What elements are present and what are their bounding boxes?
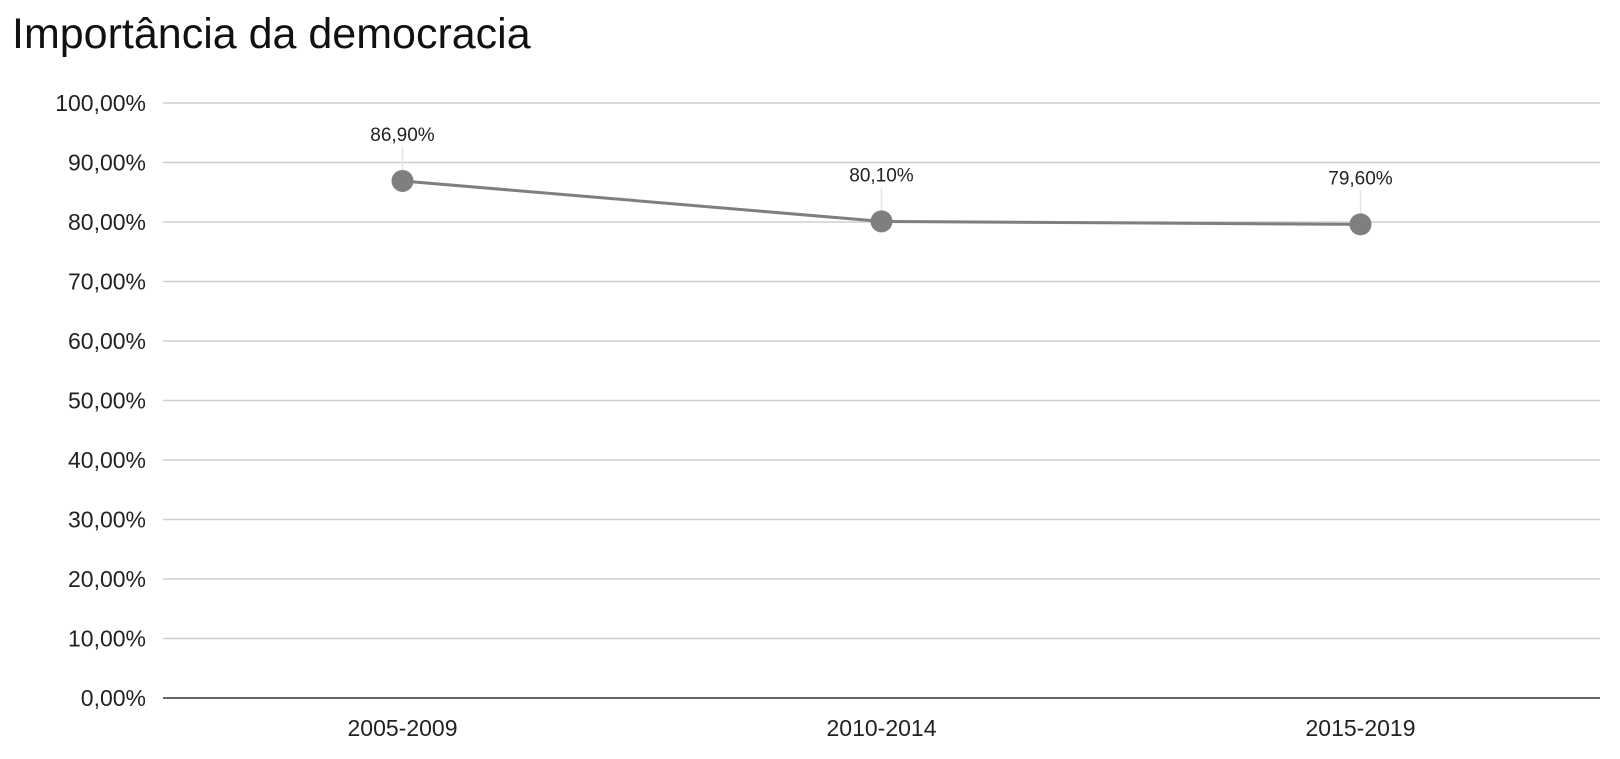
data-label: 79,60% — [1328, 168, 1393, 189]
y-tick-label: 50,00% — [68, 388, 146, 414]
y-tick-label: 90,00% — [68, 150, 146, 176]
x-tick-label: 2005-2009 — [348, 715, 458, 741]
data-label: 80,10% — [849, 165, 914, 186]
y-tick-label: 30,00% — [68, 507, 146, 533]
chart-title: Importância da democracia — [12, 10, 531, 58]
y-tick-label: 80,00% — [68, 209, 146, 235]
y-tick-label: 40,00% — [68, 447, 146, 473]
y-tick-label: 70,00% — [68, 269, 146, 295]
x-tick-label: 2015-2019 — [1306, 715, 1416, 741]
y-tick-label: 20,00% — [68, 566, 146, 592]
data-label: 86,90% — [370, 125, 435, 146]
y-tick-label: 10,00% — [68, 626, 146, 652]
y-tick-label: 0,00% — [81, 685, 146, 711]
data-point — [1349, 213, 1372, 236]
y-tick-label: 60,00% — [68, 328, 146, 354]
data-point — [870, 210, 893, 233]
data-point — [391, 169, 414, 192]
y-tick-label: 100,00% — [55, 90, 146, 116]
x-tick-label: 2010-2014 — [827, 715, 937, 741]
